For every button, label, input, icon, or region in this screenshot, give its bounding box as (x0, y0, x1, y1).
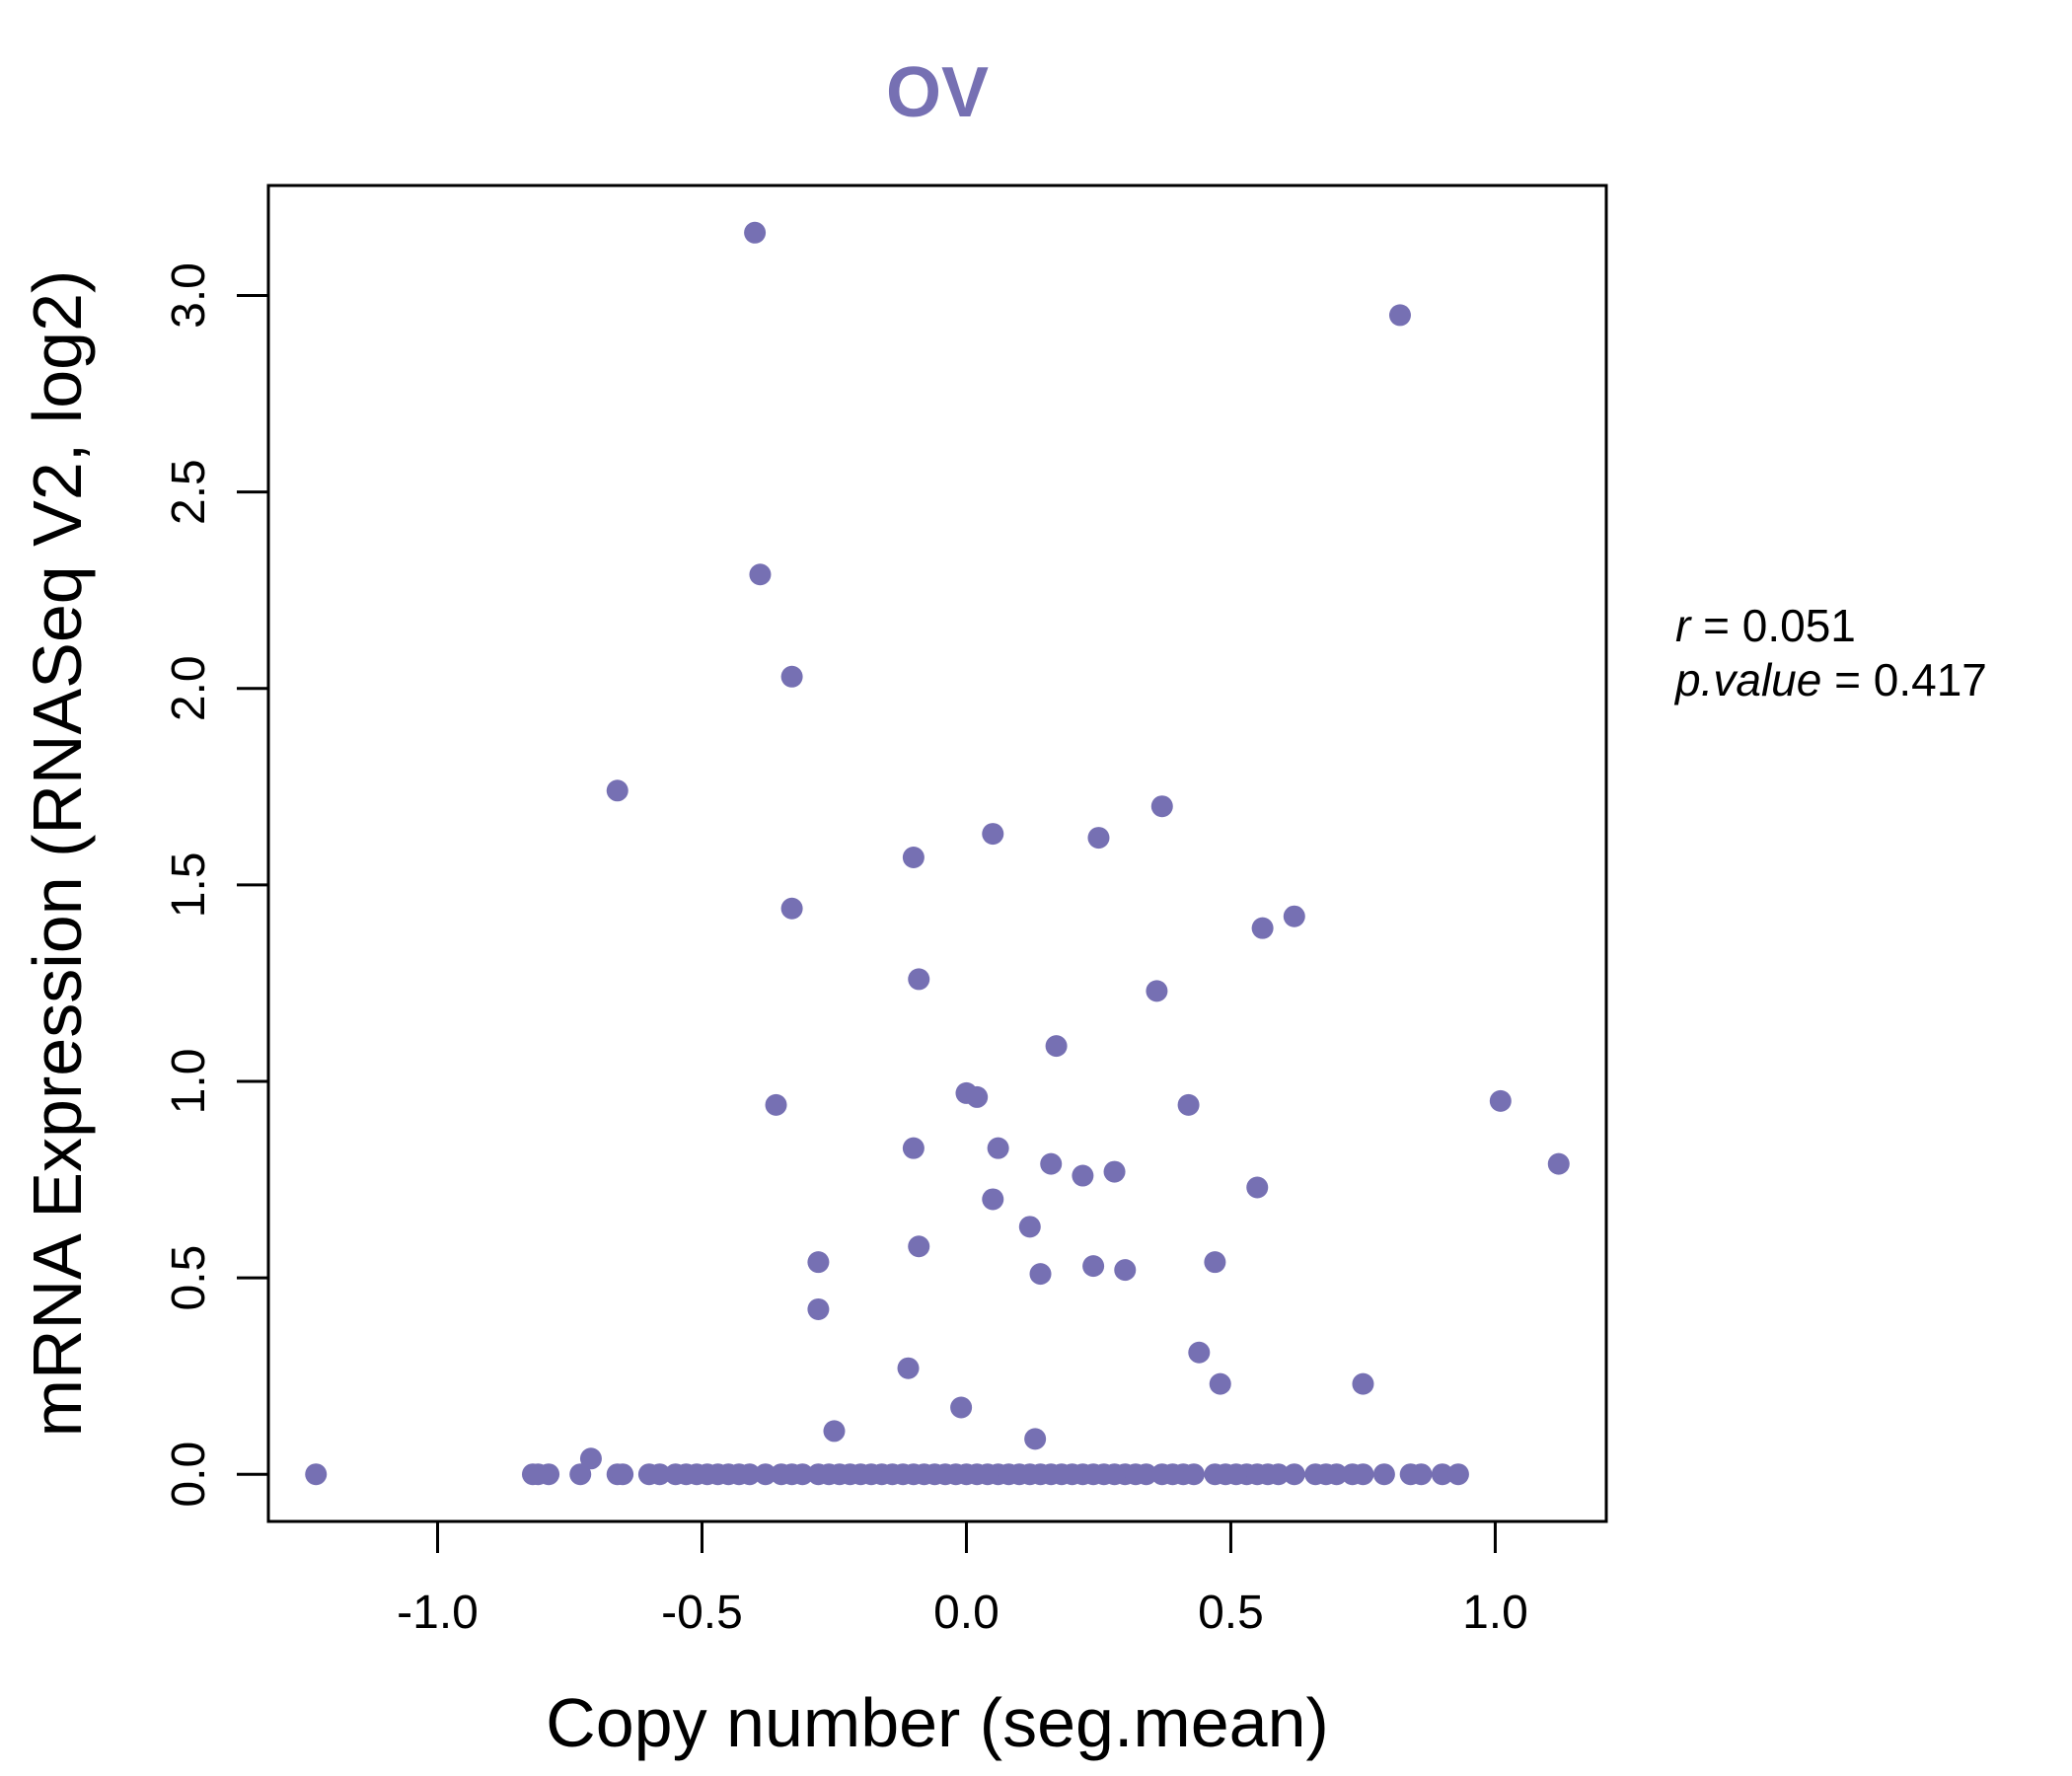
y-tick-label: 1.5 (163, 851, 215, 918)
x-axis-label: Copy number (seg.mean) (546, 1684, 1329, 1761)
p-label: p.value (1673, 654, 1821, 705)
data-point (908, 1235, 930, 1258)
data-point (987, 1137, 1009, 1159)
data-point (1204, 1251, 1226, 1274)
y-axis-label: mRNA Expression (RNASeq V2, log2) (19, 270, 96, 1438)
data-point (1177, 1093, 1200, 1116)
y-tick-label: 0.0 (163, 1442, 215, 1508)
data-point (612, 1463, 634, 1486)
data-point (1045, 1035, 1068, 1058)
y-tick-label: 2.5 (163, 459, 215, 525)
data-point (1547, 1152, 1570, 1175)
r-label: r (1675, 600, 1692, 651)
data-point (538, 1463, 560, 1486)
data-point (902, 846, 925, 868)
data-point (754, 1463, 777, 1486)
x-tick-label: 1.0 (1462, 1587, 1528, 1639)
y-axis: 0.0 0.5 1.0 1.5 2.0 2.5 3.0 (163, 262, 270, 1508)
data-point (1209, 1372, 1231, 1395)
data-point (780, 897, 803, 920)
data-point (1410, 1463, 1433, 1486)
data-point (765, 1093, 787, 1116)
y-tick-label: 0.5 (163, 1245, 215, 1311)
x-tick-label: 0.0 (933, 1587, 999, 1639)
x-tick-label: -0.5 (661, 1587, 743, 1639)
data-point (1283, 1463, 1305, 1486)
data-point (1325, 1463, 1348, 1486)
correlation-stats: r = 0.051 p.value = 0.417 (1673, 600, 1987, 705)
data-point (908, 968, 930, 991)
p-equals: = (1821, 654, 1873, 705)
r-equals: = (1690, 600, 1741, 651)
data-point (1029, 1263, 1052, 1286)
data-point (1283, 905, 1305, 927)
data-point (1040, 1152, 1063, 1175)
data-point (1135, 1463, 1157, 1486)
data-point (823, 1420, 846, 1443)
r-value: 0.051 (1742, 600, 1856, 651)
y-tick-label: 1.0 (163, 1049, 215, 1115)
data-point (807, 1297, 830, 1320)
data-point (606, 779, 629, 802)
data-point (579, 1447, 602, 1470)
data-point (897, 1357, 920, 1379)
data-point (902, 1137, 925, 1159)
y-tick-label: 3.0 (163, 262, 215, 329)
data-point (1246, 1176, 1269, 1199)
data-points (305, 221, 1570, 1486)
data-point (569, 1463, 592, 1486)
data-point (1150, 795, 1173, 818)
data-point (1267, 1463, 1290, 1486)
p-stat: p.value = 0.417 (1673, 654, 1987, 705)
data-point (1352, 1463, 1374, 1486)
data-point (982, 823, 1004, 846)
x-tick-label: 0.5 (1198, 1587, 1264, 1639)
chart-title: OV (886, 53, 989, 132)
data-point (1072, 1164, 1094, 1187)
data-point (1087, 827, 1110, 850)
data-point (1352, 1372, 1374, 1395)
data-point (1251, 917, 1274, 939)
data-point (1188, 1341, 1211, 1364)
data-point (780, 665, 803, 688)
x-tick-label: -1.0 (397, 1587, 479, 1639)
data-point (749, 563, 772, 586)
data-point (738, 1463, 761, 1486)
data-point (1024, 1428, 1047, 1450)
data-point (648, 1463, 671, 1486)
data-point (1114, 1259, 1137, 1282)
data-point (305, 1463, 328, 1486)
data-point (1082, 1255, 1105, 1278)
data-point (791, 1463, 814, 1486)
data-point (1446, 1463, 1469, 1486)
data-point (1103, 1160, 1126, 1183)
data-point (1372, 1463, 1395, 1486)
data-point (744, 221, 767, 244)
data-point (982, 1188, 1004, 1211)
data-point (1182, 1463, 1205, 1486)
r-stat: r = 0.051 (1675, 600, 1856, 651)
data-point (1018, 1216, 1041, 1238)
y-tick-label: 2.0 (163, 655, 215, 721)
data-point (1146, 980, 1168, 1002)
x-axis: -1.0 -0.5 0.0 0.5 1.0 (397, 1519, 1528, 1639)
data-point (1388, 304, 1411, 327)
data-point (950, 1396, 973, 1419)
data-point (807, 1251, 830, 1274)
data-point (966, 1085, 989, 1108)
data-point (1489, 1089, 1512, 1112)
data-point (1431, 1463, 1453, 1486)
p-value: 0.417 (1874, 654, 1987, 705)
